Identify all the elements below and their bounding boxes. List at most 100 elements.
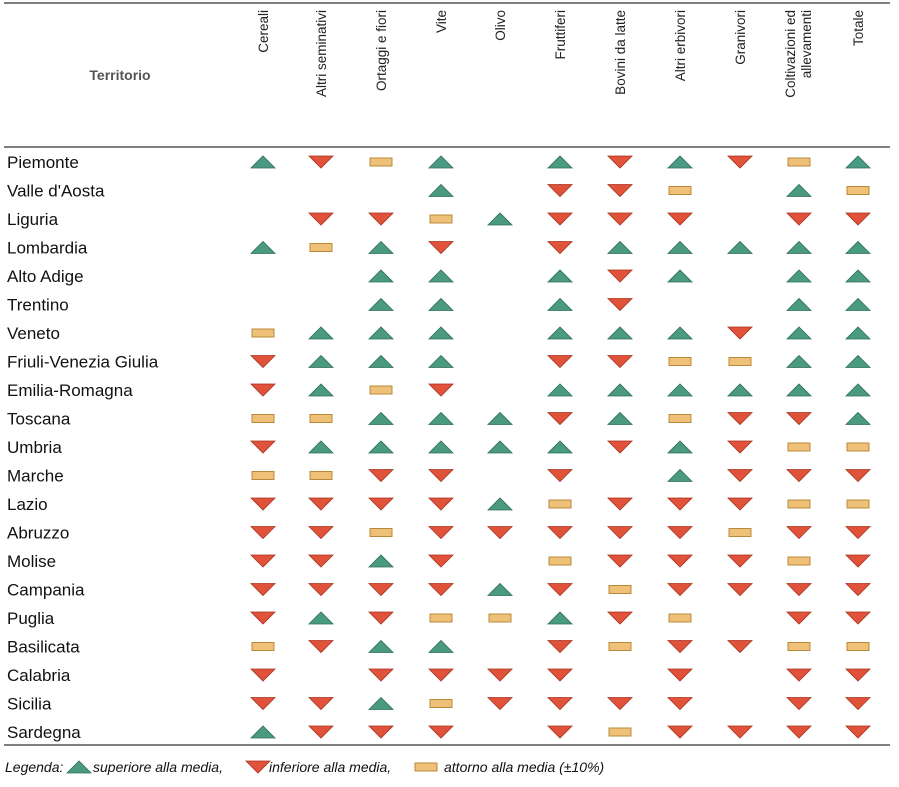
up-triangle-icon [845,297,871,311]
region-label: Sicilia [7,695,52,714]
table-row: Alto Adige [7,267,871,286]
table-row: Puglia [7,609,871,628]
region-label: Sardegna [7,723,81,742]
up-triangle-icon [667,269,693,283]
around-bar-icon [251,642,275,651]
up-triangle-icon [428,354,454,368]
up-triangle-icon [547,383,573,397]
down-triangle-icon [547,355,573,369]
down-triangle-icon [786,583,812,597]
down-triangle-icon [250,440,276,454]
table-row: Friuli-Venezia Giulia [7,353,871,372]
table-row: Toscana [7,410,871,429]
down-triangle-icon [547,526,573,540]
table-row: Emilia-Romagna [7,381,871,400]
around-bar-icon [668,414,692,423]
down-triangle-icon [786,725,812,739]
table-row: Basilicata [7,638,870,657]
up-triangle-icon [428,155,454,169]
down-triangle-icon [547,583,573,597]
around-bar-icon [728,528,752,537]
up-triangle-icon [786,183,812,197]
up-triangle-icon [786,326,812,340]
region-label: Lazio [7,495,48,514]
column-header: Bovini da latte [613,10,628,95]
down-triangle-icon [250,526,276,540]
around-bar-icon [548,556,572,566]
column-header: Olivo [493,10,508,41]
around-bar-icon [787,442,811,452]
table-body: Piemonte Valle d'Aosta Liguria Lombardia Alt… [7,153,871,742]
region-label: Valle d'Aosta [7,182,105,201]
down-triangle-icon [428,583,454,597]
down-triangle-icon [368,668,394,682]
region-label: Veneto [7,324,60,343]
up-triangle-icon [250,155,276,169]
up-triangle-icon [428,411,454,425]
down-triangle-icon [428,469,454,483]
down-triangle-icon [428,668,454,682]
down-triangle-icon [727,412,753,426]
down-triangle-icon [607,155,633,169]
around-bar-icon [608,585,632,594]
up-triangle-icon [845,155,871,169]
up-triangle-icon [428,183,454,197]
down-triangle-icon [727,326,753,340]
down-triangle-icon [428,383,454,397]
up-triangle-icon [667,383,693,397]
up-triangle-icon [487,582,513,596]
down-triangle-icon [667,640,693,654]
down-triangle-icon [667,725,693,739]
region-label: Molise [7,552,56,571]
down-triangle-icon [727,583,753,597]
up-triangle-icon [487,440,513,454]
down-triangle-icon [547,725,573,739]
down-triangle-icon [786,611,812,625]
up-triangle-icon [368,326,394,340]
down-triangle-icon [547,697,573,711]
around-bar-icon [846,499,870,509]
down-triangle-icon [308,554,334,568]
table-row: Campania [7,581,871,600]
region-label: Friuli-Venezia Giulia [7,353,159,372]
around-bar-icon [787,556,811,566]
down-triangle-icon [727,640,753,654]
up-triangle-icon [368,269,394,283]
column-header: Ortaggi e fiori [374,10,389,91]
down-triangle-icon [727,469,753,483]
down-triangle-icon [487,697,513,711]
down-triangle-icon [547,469,573,483]
up-triangle-icon [786,297,812,311]
legend-around-icon [414,762,438,772]
down-triangle-icon [428,725,454,739]
table-row: Lazio [7,495,870,514]
down-triangle-icon [845,469,871,483]
down-triangle-icon [845,526,871,540]
region-label: Liguria [7,210,59,229]
table-row: Marche [7,467,871,486]
region-label: Basilicata [7,638,80,657]
up-triangle-icon [368,639,394,653]
around-bar-icon [846,642,870,651]
down-triangle-icon [607,184,633,198]
down-triangle-icon [607,298,633,312]
up-triangle-icon [308,440,334,454]
up-triangle-icon [547,611,573,625]
column-header: Vite [434,10,449,33]
region-label: Emilia-Romagna [7,381,133,400]
down-triangle-icon [667,554,693,568]
region-label: Campania [7,581,85,600]
down-triangle-icon [845,668,871,682]
column-header: Altri seminativi [314,10,329,97]
down-triangle-icon [607,212,633,226]
up-triangle-icon [487,411,513,425]
up-triangle-icon [368,554,394,568]
down-triangle-icon [845,725,871,739]
down-triangle-icon [845,583,871,597]
up-triangle-icon [547,155,573,169]
down-triangle-icon [250,497,276,511]
territorio-header: Territorio [89,67,150,83]
up-triangle-icon [428,326,454,340]
up-triangle-icon [727,383,753,397]
legend-around-text: attorno alla media (±10%) [444,759,604,775]
